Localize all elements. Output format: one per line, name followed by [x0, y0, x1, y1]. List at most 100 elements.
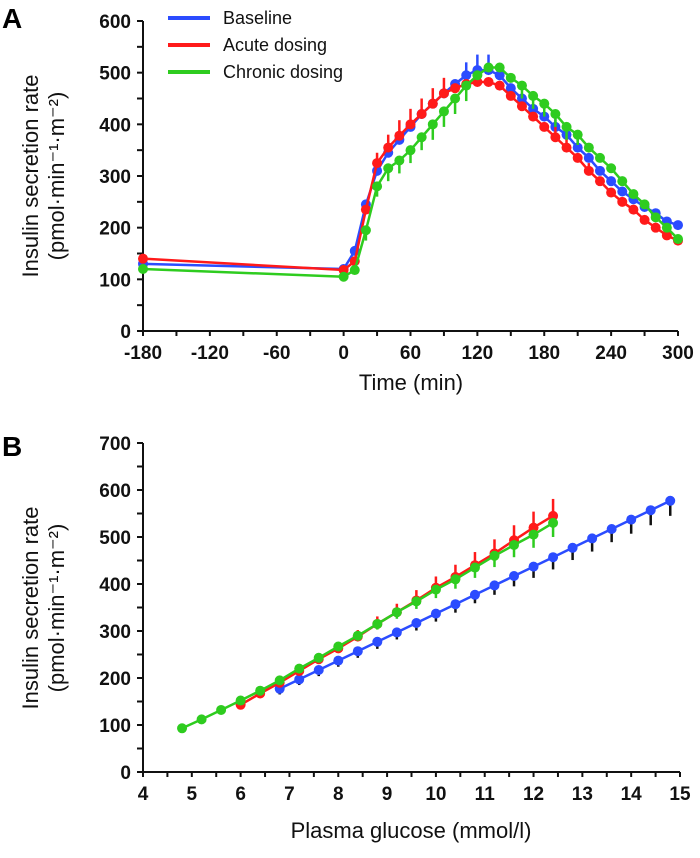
data-point [138, 253, 148, 264]
data-point [594, 152, 605, 163]
data-point [509, 539, 520, 550]
data-point [469, 589, 480, 600]
data-point [391, 627, 402, 638]
series-1 [138, 76, 683, 276]
x-tick-label: -120 [191, 343, 229, 364]
data-point [438, 106, 449, 117]
data-point [505, 90, 516, 101]
x-tick-label: 240 [595, 343, 627, 364]
x-tick-label: 12 [523, 784, 544, 805]
data-point [235, 695, 246, 706]
data-point [583, 142, 594, 153]
data-point [606, 524, 617, 535]
y-tick-label: 700 [99, 434, 131, 455]
data-point [516, 80, 527, 91]
data-point [411, 618, 422, 629]
data-point [430, 584, 441, 595]
data-point [528, 90, 539, 101]
data-point [548, 510, 559, 521]
data-point [416, 109, 427, 119]
data-point [294, 674, 305, 685]
y-tick-label: 200 [99, 219, 131, 240]
data-point [438, 88, 449, 99]
x-tick-label: 14 [621, 784, 643, 805]
y-tick-label: 500 [99, 528, 131, 549]
data-point [294, 663, 305, 674]
data-point [572, 142, 583, 153]
data-point [472, 70, 483, 81]
data-point [550, 132, 561, 143]
series-2 [177, 517, 559, 734]
data-point [352, 630, 363, 641]
legend-label: Baseline [223, 8, 292, 28]
data-point [427, 119, 438, 130]
data-point [594, 176, 605, 187]
data-point [639, 214, 650, 225]
data-point [494, 80, 505, 91]
data-point [587, 533, 598, 544]
data-point [628, 204, 639, 215]
data-point [450, 83, 461, 94]
data-point [383, 142, 394, 153]
data-point [313, 665, 324, 676]
data-point [483, 76, 494, 87]
data-point [383, 163, 394, 174]
data-point [661, 222, 672, 233]
y-tick-label: 600 [99, 12, 131, 33]
x-tick-label: -60 [263, 343, 290, 364]
data-point [394, 130, 405, 141]
data-point [138, 264, 148, 274]
y-tick-label: 300 [99, 622, 131, 643]
data-point [583, 152, 594, 163]
data-point [572, 152, 583, 163]
panel-b-ylabel-line2: (pmol·min⁻¹·m⁻²) [44, 524, 69, 693]
panel-a-ylabel-line1: Insulin secretion rate [18, 75, 43, 278]
series-0 [274, 495, 676, 695]
data-point [639, 199, 650, 210]
data-point [372, 636, 383, 647]
data-point [539, 98, 550, 109]
panel-a-ylabel-line2: (pmol·min⁻¹·m⁻²) [44, 92, 69, 261]
data-point [216, 704, 227, 715]
data-point [450, 93, 461, 104]
x-tick-label: -180 [124, 343, 162, 364]
y-tick-label: 0 [120, 763, 131, 784]
data-point [274, 675, 285, 686]
data-point [650, 212, 661, 223]
data-point [528, 111, 539, 122]
data-point [489, 580, 500, 591]
data-point [360, 204, 371, 215]
data-point [528, 529, 539, 540]
series-2 [138, 62, 683, 282]
y-tick-label: 100 [99, 270, 131, 291]
data-point [196, 714, 207, 725]
y-tick-label: 200 [99, 669, 131, 690]
y-tick-label: 300 [99, 167, 131, 188]
data-point [665, 495, 676, 506]
x-tick-label: 13 [572, 784, 593, 805]
data-point [430, 608, 441, 619]
data-point [372, 181, 383, 192]
data-point [561, 142, 572, 153]
x-tick-label: 6 [235, 784, 246, 805]
x-tick-label: 180 [528, 343, 560, 364]
data-point [494, 70, 505, 81]
data-point [483, 62, 494, 73]
data-point [177, 723, 188, 734]
x-tick-label: 120 [462, 343, 494, 364]
data-point [673, 220, 683, 231]
x-tick-label: 0 [338, 343, 349, 364]
y-tick-label: 400 [99, 115, 131, 136]
data-point [338, 271, 349, 282]
data-point [583, 165, 594, 176]
data-point [626, 514, 637, 525]
data-point [528, 522, 539, 533]
x-tick-label: 10 [425, 784, 446, 805]
panel-a: Insulin secretion rate (pmol·min⁻¹·m⁻²) … [18, 12, 694, 395]
data-point [333, 641, 344, 652]
x-tick-label: 60 [400, 343, 421, 364]
y-tick-label: 600 [99, 481, 131, 502]
series-0 [138, 54, 683, 274]
data-point [489, 550, 500, 561]
data-point [561, 121, 572, 132]
